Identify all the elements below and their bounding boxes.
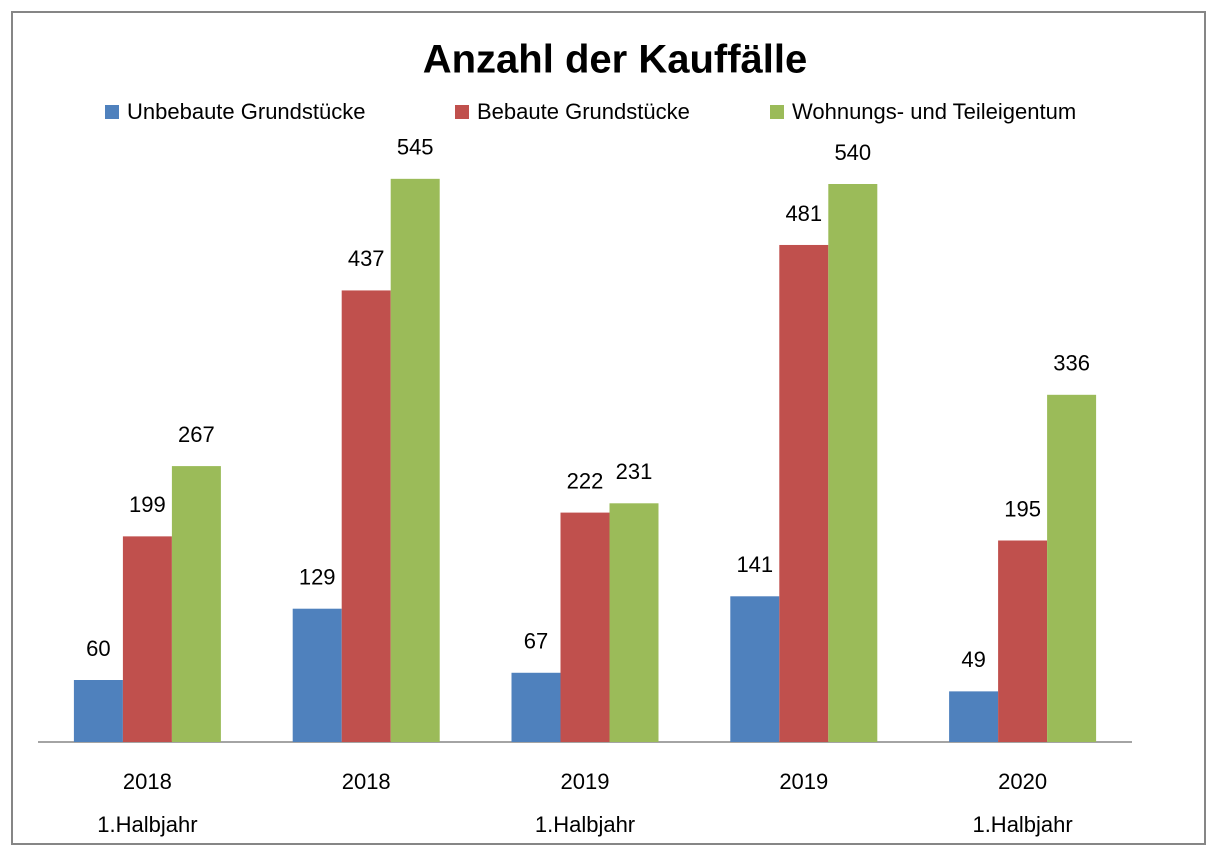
x-tick-label: 2019 (779, 769, 828, 794)
x-tick-line: 2019 (779, 769, 828, 794)
data-label: 267 (178, 422, 215, 447)
data-label: 195 (1004, 496, 1041, 521)
x-tick-line: 1.Halbjahr (535, 812, 635, 837)
x-tick-label: 2018 (342, 769, 391, 794)
legend-swatch (770, 105, 784, 119)
bar (292, 608, 342, 742)
x-tick-line: 2018 (123, 769, 172, 794)
x-tick-line: 2018 (342, 769, 391, 794)
x-tick-label: 2020 1.Halbjahr (972, 769, 1072, 837)
data-label: 67 (524, 629, 548, 654)
bar (390, 178, 440, 743)
data-label: 141 (736, 552, 773, 577)
data-label: 540 (834, 140, 871, 165)
bar (609, 503, 659, 742)
x-tick-label: 2019 1.Halbjahr (535, 769, 635, 837)
legend-label: Wohnungs- und Teileigentum (792, 99, 1076, 124)
bar (73, 680, 123, 742)
bar (730, 596, 780, 742)
bar (341, 290, 391, 742)
chart-title: Anzahl der Kauffälle (423, 38, 808, 82)
x-tick-line: 2019 (561, 769, 610, 794)
data-label: 129 (299, 565, 336, 590)
data-label: 336 (1053, 351, 1090, 376)
data-label: 545 (397, 135, 434, 160)
legend-swatch (455, 105, 469, 119)
data-label: 437 (348, 246, 385, 271)
data-label: 222 (567, 468, 604, 493)
data-label: 49 (961, 647, 985, 672)
bar (171, 466, 221, 742)
data-label: 60 (86, 636, 110, 661)
legend-label: Unbebaute Grundstücke (127, 99, 366, 124)
legend-label: Bebaute Grundstücke (477, 99, 690, 124)
bar (828, 184, 878, 742)
data-label: 199 (129, 492, 166, 517)
bar (949, 691, 999, 742)
bar (1047, 394, 1097, 742)
bar (511, 672, 561, 742)
data-label: 481 (785, 201, 822, 226)
x-tick-line: 2020 (998, 769, 1047, 794)
x-tick-line: 1.Halbjahr (97, 812, 197, 837)
legend-swatch (105, 105, 119, 119)
data-label: 231 (616, 459, 653, 484)
x-tick-line: 1.Halbjahr (972, 812, 1072, 837)
bar (560, 512, 610, 742)
bar (122, 536, 172, 742)
x-tick-label: 2018 1.Halbjahr (97, 769, 197, 837)
bar (998, 540, 1048, 742)
bar (779, 244, 829, 742)
